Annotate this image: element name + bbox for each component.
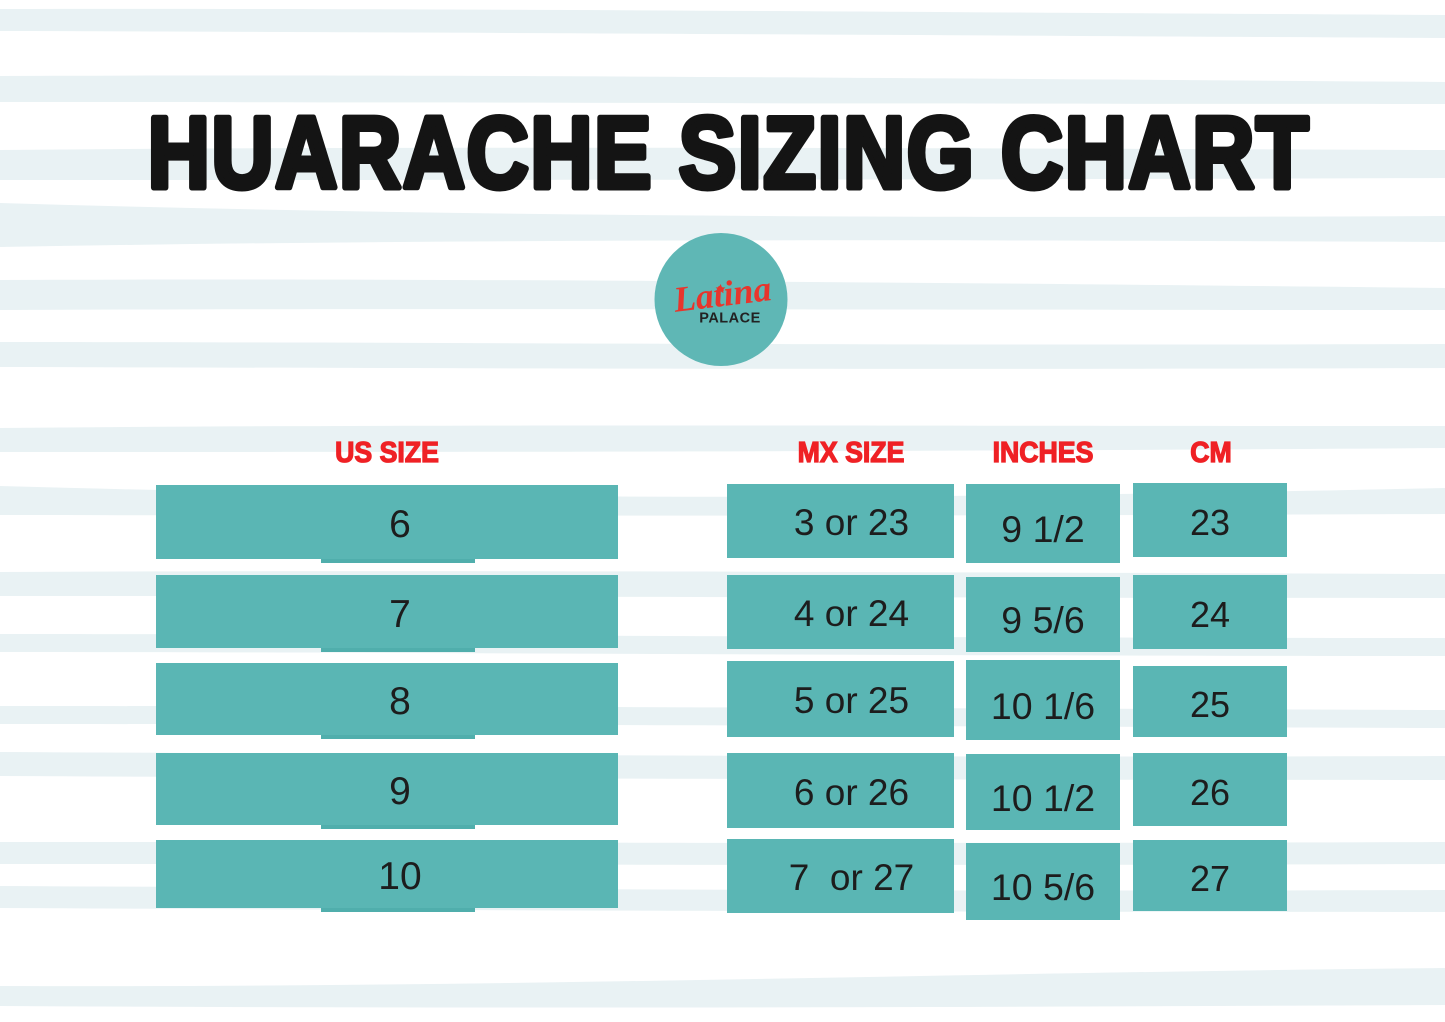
svg-text:HUARACHE SIZING CHART: HUARACHE SIZING CHART — [148, 98, 1310, 208]
svg-text:PALACE: PALACE — [699, 311, 761, 327]
